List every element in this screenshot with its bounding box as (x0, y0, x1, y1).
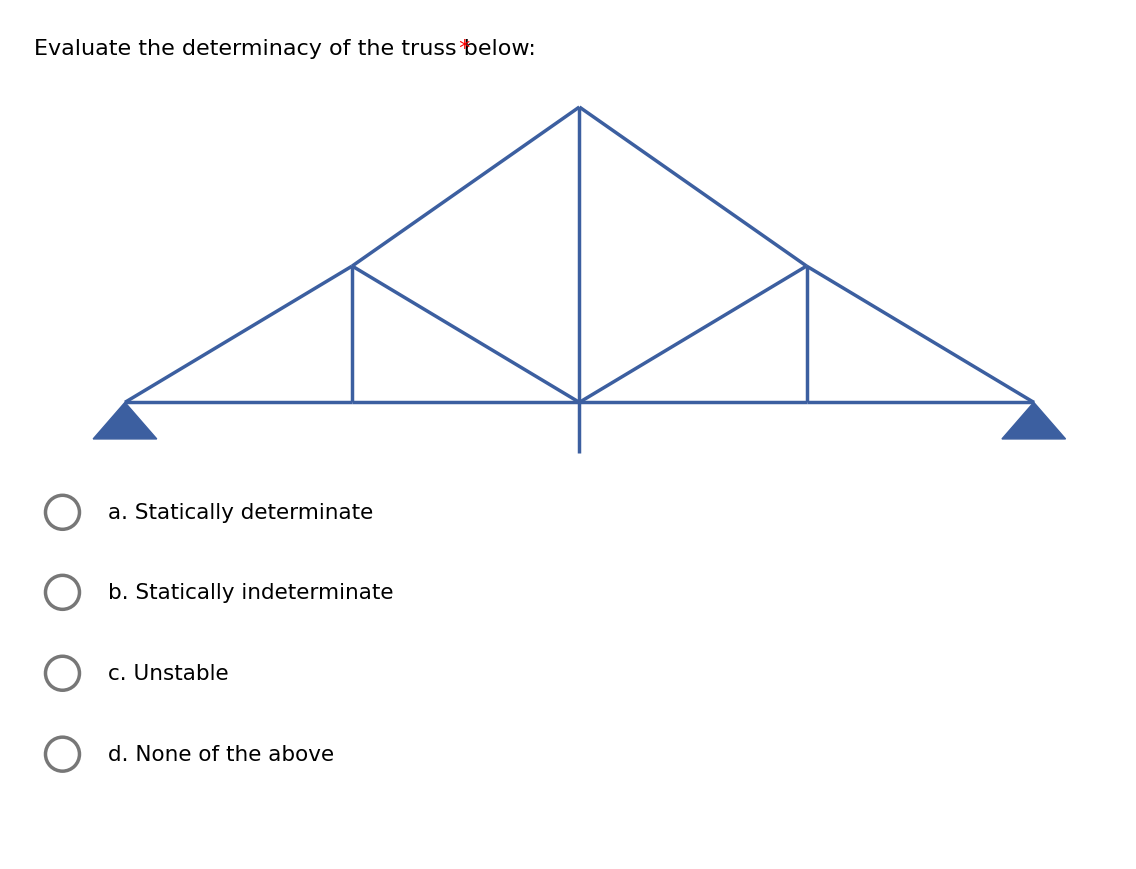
Polygon shape (93, 403, 157, 440)
Text: c. Unstable: c. Unstable (108, 664, 228, 683)
Text: a. Statically determinate: a. Statically determinate (108, 503, 373, 522)
Text: Evaluate the determinacy of the truss below:: Evaluate the determinacy of the truss be… (34, 39, 536, 59)
Text: *: * (452, 39, 470, 59)
Polygon shape (1002, 403, 1066, 440)
Text: d. None of the above: d. None of the above (108, 745, 334, 764)
Text: b. Statically indeterminate: b. Statically indeterminate (108, 583, 393, 602)
